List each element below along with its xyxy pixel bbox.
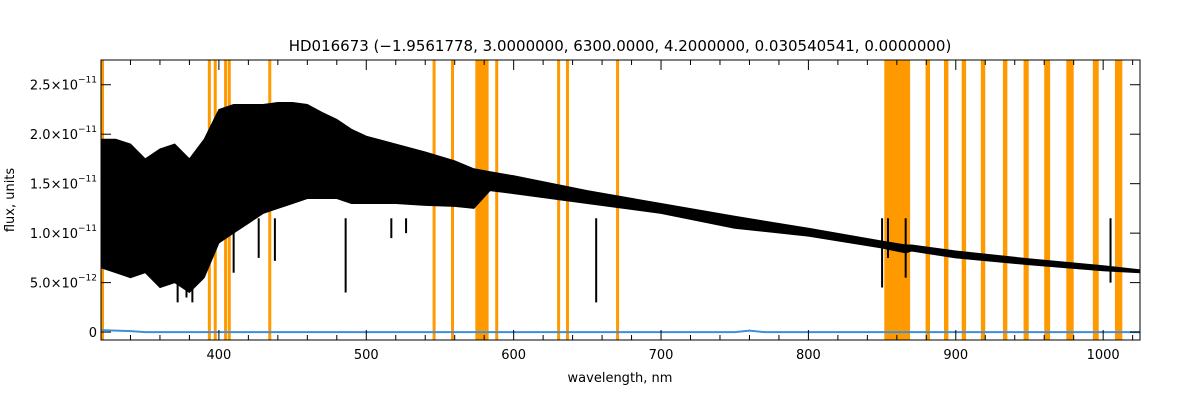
- masked-region-9: [495, 60, 499, 340]
- x-tick-label: 1000: [1087, 348, 1120, 363]
- plot-frame: [100, 59, 1141, 341]
- masked-region-16: [961, 60, 967, 340]
- y-axis-ticks: 05.0×10−121.0×10−111.5×10−112.0×10−112.5…: [30, 76, 1140, 341]
- y-tick-label: 2.5×10−11: [30, 76, 97, 94]
- y-tick-exponent: −11: [78, 175, 97, 185]
- masked-region-23: [1114, 60, 1123, 340]
- x-axis-label: wavelength, nm: [568, 371, 673, 386]
- masked-region-17: [980, 60, 986, 340]
- y-tick-label: 2.0×10−11: [30, 125, 97, 143]
- y-tick-mantissa: 0: [89, 326, 97, 341]
- masked-region-22: [1092, 60, 1099, 340]
- masked-region-14: [925, 60, 930, 340]
- masked-region-13: [884, 60, 911, 340]
- masked-region-15: [943, 60, 949, 340]
- y-tick-mantissa: 2.5×10: [30, 79, 78, 94]
- y-tick-exponent: −11: [78, 76, 97, 86]
- x-tick-label: 800: [796, 348, 821, 363]
- absorption-lines: [176, 218, 1112, 303]
- masked-region-18: [1002, 60, 1008, 340]
- y-tick-label: 1.5×10−11: [30, 175, 97, 193]
- masked-region-20: [1044, 60, 1051, 340]
- x-tick-label: 900: [943, 348, 968, 363]
- y-tick-label: 0: [89, 326, 97, 341]
- y-tick-mantissa: 2.0×10: [30, 128, 78, 143]
- y-tick-exponent: −11: [78, 125, 97, 135]
- chart-title: HD016673 (−1.9561778, 3.0000000, 6300.00…: [289, 37, 952, 55]
- y-tick-mantissa: 1.0×10: [30, 227, 78, 242]
- masked-region-19: [1023, 60, 1029, 340]
- y-tick-mantissa: 1.5×10: [30, 178, 78, 193]
- y-tick-mantissa: 5.0×10: [30, 277, 78, 292]
- y-axis-label: flux, units: [3, 168, 18, 233]
- x-tick-label: 700: [649, 348, 674, 363]
- x-tick-label: 400: [206, 348, 231, 363]
- masked-region-21: [1066, 60, 1074, 340]
- x-axis-ticks: 400 500 600 700 800 900 1000: [100, 60, 1134, 363]
- y-tick-exponent: −12: [78, 274, 97, 284]
- x-tick-label: 600: [501, 348, 526, 363]
- x-tick-label: 500: [354, 348, 379, 363]
- y-tick-label: 5.0×10−12: [30, 274, 97, 292]
- y-tick-label: 1.0×10−11: [30, 224, 97, 242]
- y-tick-exponent: −11: [78, 224, 97, 234]
